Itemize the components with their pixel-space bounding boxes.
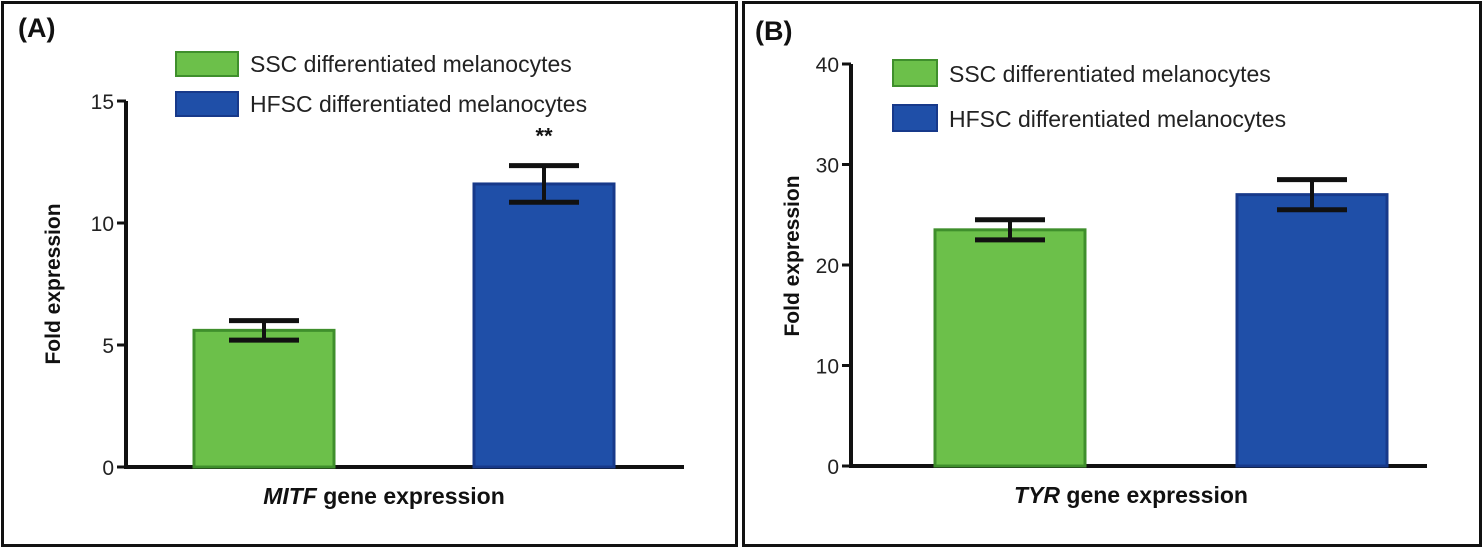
y-tick-label: 10: [91, 213, 114, 236]
bar-hfsc: [472, 182, 616, 469]
chart-panel-b: (B) Fold expression 0 10 20 30 40 SSC different…: [742, 1, 1482, 547]
x-axis-label-suffix: gene expression: [1060, 482, 1248, 508]
x-axis-label: MITF gene expression: [263, 483, 505, 509]
y-axis-label: Fold expression: [781, 175, 804, 336]
legend-label: HFSC differentiated melanocytes: [250, 91, 587, 117]
bar-ssc: [933, 228, 1087, 468]
y-tick-label: 5: [102, 335, 114, 358]
y-tick-label: 0: [827, 456, 839, 479]
chart-a-svg: (A) Fold expression 0 5 10 15 ** SSC differenti…: [18, 13, 684, 509]
legend-label: SSC differentiated melanocytes: [250, 51, 572, 77]
panel-label: (B): [755, 16, 792, 46]
x-axis-label-gene: MITF: [263, 483, 318, 509]
x-axis-label-suffix: gene expression: [317, 483, 505, 509]
bar-ssc: [192, 328, 336, 469]
x-axis-label: TYR gene expression: [1014, 482, 1248, 508]
y-tick-label: 30: [816, 155, 839, 178]
legend-swatch: [175, 51, 239, 77]
chart-b-svg: (B) Fold expression 0 10 20 30 40 SSC different…: [755, 16, 1427, 508]
y-tick-label: 10: [816, 356, 839, 379]
y-tick-label: 20: [816, 255, 839, 278]
significance-annotation: **: [535, 124, 553, 149]
legend-swatch: [892, 104, 938, 132]
y-axis-label: Fold expression: [42, 203, 65, 364]
legend-label: SSC differentiated melanocytes: [949, 61, 1271, 87]
panel-label: (A): [18, 13, 55, 43]
legend-swatch: [892, 59, 938, 87]
legend-swatch: [175, 91, 239, 117]
chart-panel-a: (A) Fold expression 0 5 10 15 ** SSC differenti…: [1, 1, 738, 547]
legend-label: HFSC differentiated melanocytes: [949, 106, 1286, 132]
x-axis-label-gene: TYR: [1014, 482, 1060, 508]
y-tick-label: 0: [102, 457, 114, 480]
y-tick-label: 40: [816, 54, 839, 77]
y-tick-label: 15: [91, 91, 114, 114]
bar-hfsc: [1235, 193, 1389, 468]
